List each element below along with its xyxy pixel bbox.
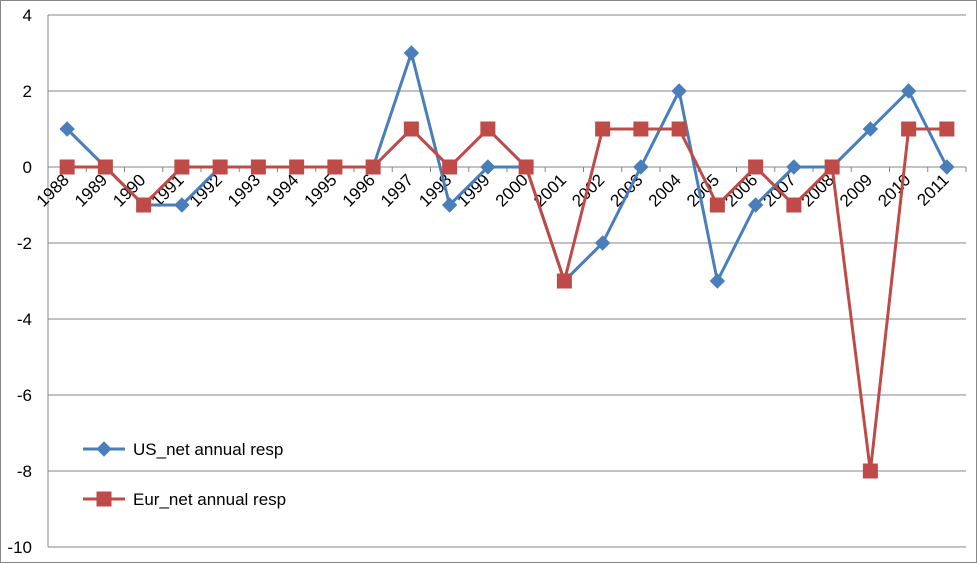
data-point-square[interactable]	[901, 121, 917, 137]
data-point-square[interactable]	[442, 159, 458, 175]
x-tick-label: 2001	[530, 170, 570, 210]
gridlines	[48, 14, 966, 548]
data-point-square[interactable]	[289, 159, 305, 175]
legend-marker	[96, 491, 112, 507]
x-tick-label: 1995	[301, 170, 341, 210]
data-point-square[interactable]	[59, 159, 75, 175]
data-point-diamond[interactable]	[939, 159, 955, 175]
legend-marker	[96, 441, 112, 457]
data-point-square[interactable]	[403, 121, 419, 137]
data-point-diamond[interactable]	[900, 83, 917, 99]
data-point-square[interactable]	[327, 159, 343, 175]
data-point-square[interactable]	[250, 159, 266, 175]
legend: US_net annual resp Eur_net annual resp	[83, 440, 286, 509]
x-axis	[47, 15, 967, 547]
data-point-square[interactable]	[824, 159, 840, 175]
x-tick-label: 1997	[377, 170, 417, 210]
x-tick-label: 2009	[836, 170, 876, 210]
data-point-diamond[interactable]	[59, 121, 75, 137]
data-point-square[interactable]	[136, 197, 152, 213]
legend-label-us: US_net annual resp	[133, 440, 283, 459]
y-axis-ticks: 4 2 0 -2 -4 -6 -8 -10	[7, 6, 32, 557]
data-point-square[interactable]	[709, 197, 725, 213]
x-tick-label: 2011	[913, 170, 952, 209]
data-point-square[interactable]	[97, 159, 113, 175]
data-point-diamond[interactable]	[633, 159, 649, 175]
x-tick-label: 1996	[339, 170, 379, 210]
y-tick-label: -6	[17, 386, 32, 405]
series-group	[59, 45, 955, 479]
data-point-diamond[interactable]	[786, 159, 802, 175]
x-tick-label: 1992	[186, 170, 226, 210]
x-tick-label: 2004	[645, 170, 685, 210]
data-point-diamond[interactable]	[594, 235, 611, 251]
data-point-diamond[interactable]	[671, 83, 687, 99]
data-point-diamond[interactable]	[441, 197, 458, 213]
data-point-square[interactable]	[174, 159, 190, 175]
y-tick-label: -8	[17, 462, 32, 481]
data-point-diamond[interactable]	[480, 159, 496, 175]
data-point-square[interactable]	[518, 159, 534, 175]
y-tick-label: -4	[17, 310, 32, 329]
data-point-diamond[interactable]	[174, 197, 190, 213]
data-point-diamond[interactable]	[862, 121, 879, 137]
data-point-square[interactable]	[480, 121, 496, 137]
y-tick-label: -2	[17, 234, 32, 253]
x-tick-label: 2010	[874, 170, 914, 210]
x-tick-label: 1994	[262, 170, 302, 210]
x-tick-label: 1999	[454, 170, 494, 210]
data-point-square[interactable]	[556, 273, 572, 289]
data-point-square[interactable]	[595, 121, 611, 137]
data-point-square[interactable]	[862, 463, 878, 479]
data-point-square[interactable]	[212, 159, 228, 175]
y-tick-label: 4	[23, 6, 32, 25]
x-tick-label: 2000	[492, 170, 532, 210]
data-point-square[interactable]	[671, 121, 687, 137]
y-tick-label: -10	[7, 538, 32, 557]
y-tick-label: 0	[23, 158, 32, 177]
data-point-square[interactable]	[748, 159, 764, 175]
data-point-diamond[interactable]	[709, 273, 726, 289]
data-point-diamond[interactable]	[747, 197, 764, 213]
data-point-square[interactable]	[365, 159, 381, 175]
x-tick-label: 2003	[607, 170, 647, 210]
series-eur	[59, 121, 955, 479]
data-point-square[interactable]	[786, 197, 802, 213]
x-tick-label: 1989	[71, 170, 111, 210]
x-tick-label: 1993	[224, 170, 264, 210]
data-point-square[interactable]	[633, 121, 649, 137]
data-point-diamond[interactable]	[403, 45, 420, 61]
legend-item-eur[interactable]: Eur_net annual resp	[83, 490, 286, 509]
y-tick-label: 2	[23, 82, 32, 101]
data-point-square[interactable]	[939, 121, 955, 137]
legend-label-eur: Eur_net annual resp	[133, 490, 286, 509]
legend-item-us[interactable]: US_net annual resp	[83, 440, 283, 459]
x-tick-label: 1988	[33, 170, 73, 210]
